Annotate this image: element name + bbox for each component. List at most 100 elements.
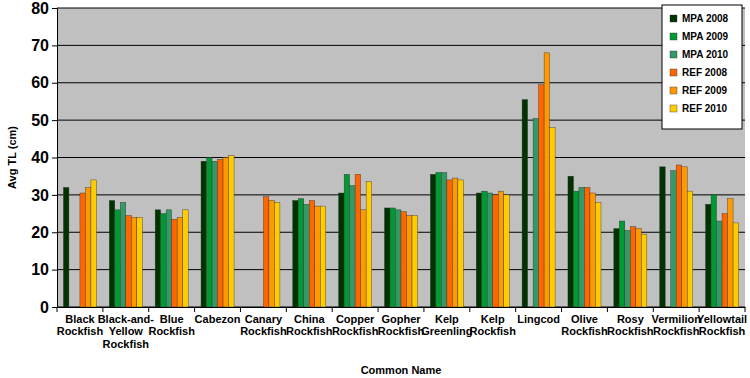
tick-mark — [52, 307, 57, 308]
tick: KelpRockfish — [469, 307, 516, 337]
bar — [207, 158, 213, 308]
bar — [636, 229, 642, 307]
series — [91, 128, 739, 307]
tick-mark — [745, 307, 746, 312]
bar — [539, 85, 545, 307]
bar — [384, 208, 390, 307]
bars — [63, 53, 738, 307]
tick-mark — [653, 307, 654, 312]
bar — [155, 210, 161, 307]
tick-mark — [194, 307, 195, 312]
legend-box — [662, 5, 742, 129]
tick-label: 50 — [31, 112, 49, 129]
bar — [166, 210, 172, 307]
legend-swatch — [670, 87, 677, 94]
tick-mark — [148, 307, 149, 312]
bar — [482, 191, 488, 307]
tick: 50 — [31, 112, 57, 129]
tick-mark — [52, 195, 57, 196]
tick-label: YellowtailRockfish — [697, 313, 747, 338]
tick-mark — [52, 83, 57, 84]
bar — [452, 178, 458, 307]
x-axis-title: Common Name — [361, 364, 442, 376]
y-axis-title: Avg TL (cm) — [6, 126, 18, 189]
bar — [458, 180, 464, 307]
bar — [568, 176, 574, 307]
tick: YellowtailRockfish — [697, 307, 747, 337]
tick: KelpGreenling — [421, 307, 472, 337]
bar — [177, 217, 183, 307]
bar — [269, 200, 275, 307]
bar — [717, 221, 723, 307]
tick: BlueRockfish — [148, 307, 195, 337]
bar — [223, 158, 229, 308]
legend-label: REF 2009 — [682, 85, 727, 96]
bar — [115, 210, 121, 307]
grid-line — [57, 120, 745, 121]
bar — [676, 165, 682, 307]
tick-mark — [607, 307, 608, 312]
bar — [395, 210, 401, 307]
bar — [630, 227, 636, 307]
bar — [447, 180, 453, 307]
bar — [212, 161, 218, 307]
bar — [218, 159, 224, 307]
bar — [390, 208, 396, 307]
legend: MPA 2008MPA 2009MPA 2010REF 2008REF 2009… — [662, 5, 742, 129]
bar — [660, 167, 666, 307]
bar — [298, 199, 304, 307]
tick-mark — [57, 307, 58, 312]
bar — [487, 193, 493, 307]
tick-label: ChinaRockfish — [286, 313, 333, 338]
legend-label: REF 2010 — [682, 103, 727, 114]
bar — [293, 200, 299, 307]
bar — [544, 53, 550, 307]
legend-swatch — [670, 105, 677, 112]
tick: BlackRockfish — [57, 307, 104, 337]
series — [80, 85, 728, 307]
bar — [339, 193, 345, 307]
legend-swatch — [670, 51, 677, 58]
bar — [584, 187, 590, 307]
legend-item: REF 2010 — [670, 103, 727, 114]
plot: 01020304050607080BlackRockfishBlack-and-… — [31, 0, 747, 350]
bar — [711, 195, 717, 307]
tick-label: Cabezon — [195, 313, 241, 325]
bar — [344, 174, 350, 307]
bar — [361, 210, 367, 307]
tick-mark — [561, 307, 562, 312]
tick-label: 40 — [31, 149, 49, 166]
bar — [671, 171, 677, 307]
bar — [355, 174, 361, 307]
tick: 20 — [31, 224, 57, 241]
tick: VermilionRockfish — [651, 307, 701, 337]
series — [115, 158, 717, 308]
bar — [126, 215, 132, 307]
tick: 0 — [40, 299, 57, 316]
x-axis: BlackRockfishBlack-and-YellowRockfishBlu… — [57, 307, 747, 350]
bar — [263, 197, 269, 307]
tick-label: 70 — [31, 37, 49, 54]
bar — [63, 187, 69, 307]
tick-label: BlueRockfish — [148, 313, 195, 338]
tick: Cabezon — [195, 307, 241, 325]
bar — [137, 217, 143, 307]
bar — [436, 172, 442, 307]
bar — [733, 223, 739, 307]
tick-mark — [102, 307, 103, 312]
tick-label: Lingcod — [517, 313, 560, 325]
tick-label: KelpGreenling — [421, 313, 472, 338]
tick-label: 80 — [31, 0, 49, 17]
legend-label: REF 2008 — [682, 67, 727, 78]
tick: Lingcod — [517, 307, 560, 325]
bar — [309, 200, 315, 307]
tick: 60 — [31, 74, 57, 91]
bar — [493, 195, 499, 307]
bar — [274, 202, 280, 307]
tick-label: 10 — [31, 261, 49, 278]
grid-line — [57, 157, 745, 158]
bar — [315, 206, 321, 307]
tick: GopherRockfish — [378, 307, 425, 337]
bar — [441, 172, 447, 307]
tick-mark — [240, 307, 241, 312]
